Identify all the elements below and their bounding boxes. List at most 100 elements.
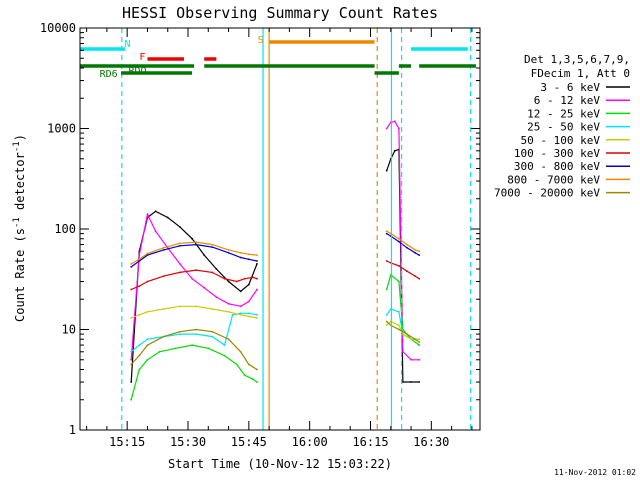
series-point-2-1-2 (398, 280, 400, 283)
series-point-5-0-1 (138, 285, 141, 287)
series-point-3-0-1 (138, 344, 141, 346)
series-point-0-0-12 (256, 263, 258, 265)
series-point-2-0-6 (207, 347, 210, 350)
series-point-8-0-7 (227, 338, 230, 341)
series-point-7-1-2 (398, 237, 400, 240)
series-point-4-0-5 (195, 305, 198, 308)
series-point-4-1-0 (385, 324, 388, 327)
series-point-7-0-5 (195, 241, 198, 244)
series-point-6-1-2 (398, 240, 400, 243)
series-point-3-0-10 (247, 312, 250, 315)
series-point-0-1-4 (402, 381, 404, 383)
series-point-8-1-5 (418, 341, 421, 343)
series-point-5-0-8 (235, 280, 238, 283)
series-point-4-1-2 (398, 324, 400, 327)
series-point-4-0-1 (138, 313, 141, 316)
series-point-3-0-9 (239, 312, 242, 315)
series-point-4-1-3 (402, 333, 404, 335)
series-point-1-0-10 (239, 305, 242, 308)
series-point-2-0-7 (223, 354, 226, 357)
series-line-0-segment-0 (130, 210, 258, 383)
series-point-1-0-3 (154, 230, 157, 233)
series-point-2-0-9 (243, 374, 246, 377)
series-point-0-0-7 (203, 254, 206, 256)
series-point-2-0-8 (235, 363, 238, 366)
series-point-7-0-4 (179, 242, 181, 245)
series-point-1-0-1 (138, 254, 141, 256)
series-point-7-1-4 (414, 249, 416, 251)
series-point-6-0-10 (256, 260, 258, 262)
series-point-5-0-9 (243, 277, 246, 280)
series-point-3-0-0 (130, 350, 133, 353)
series-point-0-0-0 (130, 381, 133, 383)
series-point-5-0-2 (146, 280, 149, 283)
x-tick-label-5: 16:30 (413, 435, 449, 449)
series-point-8-0-10 (256, 368, 258, 371)
series-point-5-0-10 (252, 276, 254, 279)
series-point-6-0-1 (138, 260, 141, 262)
x-tick-label-0: 15:15 (109, 435, 145, 449)
series-point-3-0-4 (179, 333, 181, 335)
series-point-3-0-7 (223, 344, 226, 346)
x-tick-label-1: 15:30 (170, 435, 206, 449)
series-point-3-1-0 (385, 313, 388, 316)
series-line-8-segment-0 (130, 328, 258, 371)
series-point-0-0-8 (215, 268, 218, 270)
series-line-2-segment-0 (130, 344, 258, 400)
series-point-8-0-0 (130, 363, 133, 366)
series-point-3-1-2 (398, 310, 400, 313)
series-point-0-1-6 (418, 381, 421, 383)
series-point-6-1-0 (385, 232, 388, 235)
series-point-1-1-0 (385, 127, 388, 130)
chart-title: HESSI Observing Summary Count Rates (122, 4, 438, 22)
series-point-0-1-0 (385, 169, 388, 172)
series-point-7-1-5 (418, 250, 421, 253)
series-point-1-1-3 (398, 127, 400, 130)
series-point-6-1-4 (414, 251, 416, 254)
series-line-2-segment-1 (386, 273, 420, 346)
series-point-1-0-0 (130, 358, 133, 361)
observing-flags: NFSRDORD6 (80, 35, 476, 80)
series-point-5-1-2 (398, 264, 400, 267)
series-point-4-0-6 (211, 308, 214, 310)
series-point-5-1-5 (418, 277, 421, 280)
vertical-markers (121, 28, 472, 430)
series-point-8-0-5 (195, 328, 198, 331)
series-point-1-0-9 (227, 302, 230, 305)
series-point-2-0-11 (256, 381, 258, 383)
series-point-8-0-3 (162, 335, 165, 338)
y-tick-label-3: 1000 (47, 122, 76, 136)
series-point-6-0-9 (247, 258, 250, 261)
series-point-1-0-8 (215, 296, 218, 298)
y-axis-label: Count Rate (s-1 detector-1) (12, 134, 27, 322)
series-point-8-0-2 (146, 344, 149, 346)
flag-label-n: N (124, 39, 130, 50)
series-point-8-0-9 (247, 363, 250, 366)
series-point-5-0-11 (256, 277, 258, 280)
series-point-7-0-6 (211, 243, 214, 246)
series-point-4-0-9 (247, 315, 250, 318)
series-point-1-0-2 (146, 213, 149, 216)
series-point-1-1-5 (410, 358, 412, 361)
series-point-0-1-2 (393, 149, 396, 152)
series-point-0-1-5 (410, 381, 412, 383)
series-point-7-0-7 (227, 249, 230, 251)
series-point-4-0-7 (227, 310, 230, 313)
series-point-2-0-1 (138, 368, 141, 371)
series-line-4-segment-1 (386, 320, 420, 340)
series-point-6-0-2 (146, 254, 149, 256)
footer-timestamp: 11-Nov-2012 01:02 (554, 468, 636, 477)
series-point-5-0-3 (162, 275, 165, 277)
series-point-2-0-0 (130, 398, 133, 401)
series-point-8-0-1 (138, 354, 141, 357)
series-point-6-0-3 (162, 249, 165, 251)
series-point-7-0-10 (256, 254, 258, 256)
plot-axes: 1 10 100 1000 10000 15:15 15:30 15:45 16:00 16:15… (40, 21, 481, 449)
legend-label-2: 12 - 25 keV (527, 107, 600, 120)
series-point-5-0-4 (179, 271, 181, 274)
series-point-6-1-3 (406, 246, 408, 249)
legend-label-7: 800 - 7000 keV (507, 173, 600, 186)
series-point-1-0-11 (247, 300, 250, 303)
series-point-7-1-0 (385, 230, 388, 233)
